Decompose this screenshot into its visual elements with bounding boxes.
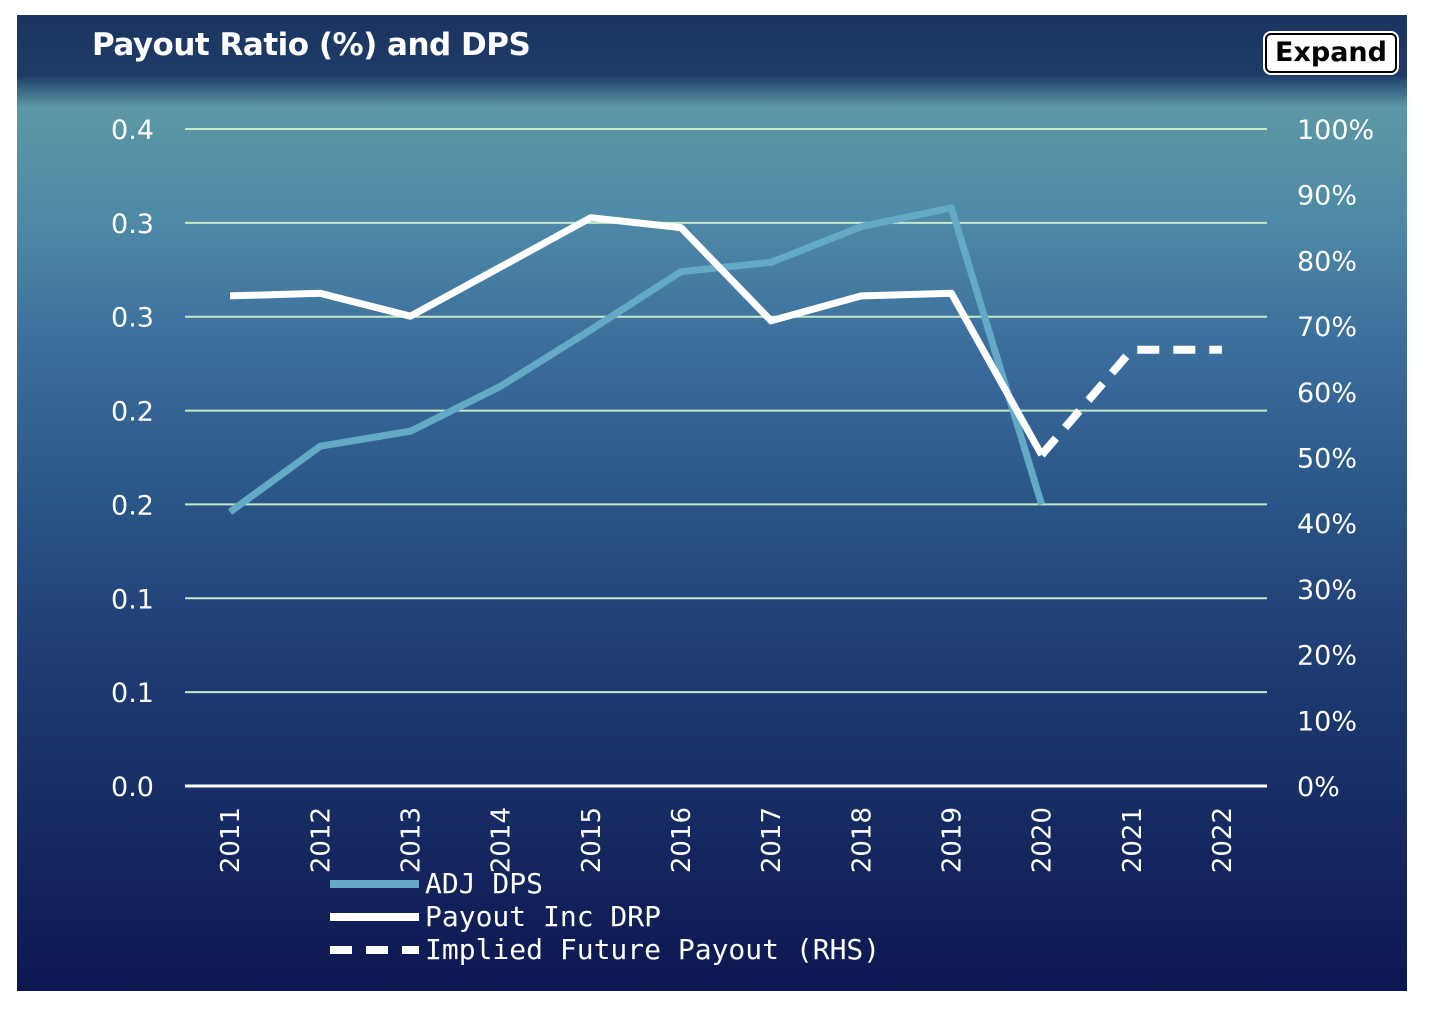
- right-y-axis: 0% 10% 20% 30% 40% 50% 60% 70% 80% 90% 100%: [1297, 115, 1374, 803]
- x-tick-label: 2013: [396, 807, 426, 873]
- series-line-implied-future-payout-rhs: [1038, 345, 1222, 458]
- right-y-tick-label: 20%: [1297, 641, 1357, 672]
- x-tick-label: 2020: [1028, 807, 1058, 873]
- legend-label: Implied Future Payout (RHS): [425, 933, 880, 966]
- gridlines: [185, 128, 1267, 788]
- left-y-tick-label: 0.1: [111, 678, 154, 709]
- right-y-tick-label: 50%: [1297, 444, 1357, 475]
- chart-title: Payout Ratio (%) and DPS: [92, 27, 531, 63]
- x-axis: 2011 2012 2013 2014 2015 2016 2017 2018 2019 2020…: [216, 807, 1238, 873]
- x-tick-label: 2019: [937, 807, 967, 873]
- left-y-tick-label: 0.2: [111, 397, 154, 428]
- chart-panel: Payout Ratio (%) and DPS Expand 0.0 0.1 0.…: [17, 15, 1407, 991]
- x-tick-label: 2015: [577, 807, 607, 873]
- right-y-tick-label: 90%: [1297, 181, 1357, 212]
- expand-button[interactable]: Expand: [1265, 33, 1397, 73]
- series-line-adj-dps: [228, 204, 1045, 515]
- left-y-tick-label: 0.4: [111, 115, 154, 146]
- left-y-axis: 0.0 0.1 0.1 0.2 0.2 0.3 0.3 0.4: [111, 115, 154, 803]
- left-y-tick-label: 0.2: [111, 490, 154, 521]
- x-tick-label: 2014: [487, 807, 517, 873]
- right-y-tick-label: 40%: [1297, 509, 1357, 540]
- x-tick-label: 2018: [847, 807, 877, 873]
- x-tick-label: 2017: [757, 807, 787, 873]
- x-tick-label: 2012: [306, 807, 336, 873]
- chart-area: 0.0 0.1 0.1 0.2 0.2 0.3 0.3 0.4 0% 10% 20% 30% 40% 5…: [111, 115, 1374, 966]
- legend-label: ADJ DPS: [425, 867, 543, 900]
- right-y-tick-label: 80%: [1297, 246, 1357, 277]
- right-y-tick-label: 70%: [1297, 312, 1357, 343]
- x-tick-label: 2021: [1118, 807, 1148, 873]
- left-y-tick-label: 0.3: [111, 209, 154, 240]
- x-tick-label: 2016: [667, 807, 697, 873]
- series-lines: [228, 204, 1222, 515]
- right-y-tick-label: 60%: [1297, 378, 1357, 409]
- left-y-tick-label: 0.3: [111, 303, 154, 334]
- right-y-tick-label: 100%: [1297, 115, 1374, 146]
- left-y-tick-label: 0.1: [111, 584, 154, 615]
- x-tick-label: 2022: [1208, 807, 1238, 873]
- legend-label: Payout Inc DRP: [425, 900, 661, 933]
- left-y-tick-label: 0.0: [111, 772, 154, 803]
- right-y-tick-label: 0%: [1297, 772, 1340, 803]
- right-y-tick-label: 10%: [1297, 706, 1357, 737]
- series-line-payout-inc-drp: [229, 214, 1045, 457]
- x-tick-label: 2011: [216, 807, 246, 873]
- right-y-tick-label: 30%: [1297, 575, 1357, 606]
